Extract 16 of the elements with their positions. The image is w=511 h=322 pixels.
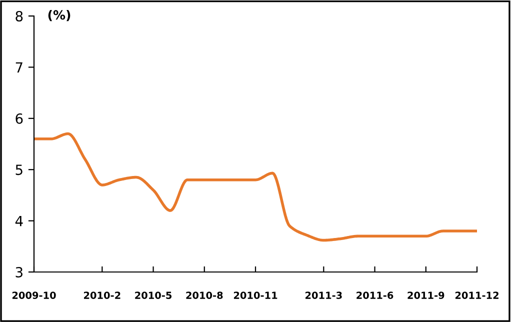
y-axis-title: (%) [48, 10, 70, 22]
x-tick-label: 2011-6 [356, 292, 394, 299]
x-tick-label: 2010-2 [84, 292, 120, 299]
y-tick-label: 4 [15, 216, 23, 226]
x-tick-label: 2009-10 [12, 292, 56, 299]
x-tick-label: 2011-9 [408, 292, 444, 299]
x-tick-label: 2011-12 [455, 292, 498, 299]
x-tick-label: 2010-5 [135, 292, 172, 299]
x-tick-label: 2010-11 [234, 292, 278, 299]
y-tick-label: 5 [16, 164, 22, 176]
x-tick-label: 2010-8 [186, 292, 223, 299]
y-tick-label: 6 [16, 113, 23, 124]
y-tick-label: 7 [16, 62, 22, 72]
y-tick-label: 3 [16, 266, 22, 278]
x-tick-label: 2011-3 [305, 292, 342, 299]
y-tick-label: 8 [16, 10, 23, 22]
